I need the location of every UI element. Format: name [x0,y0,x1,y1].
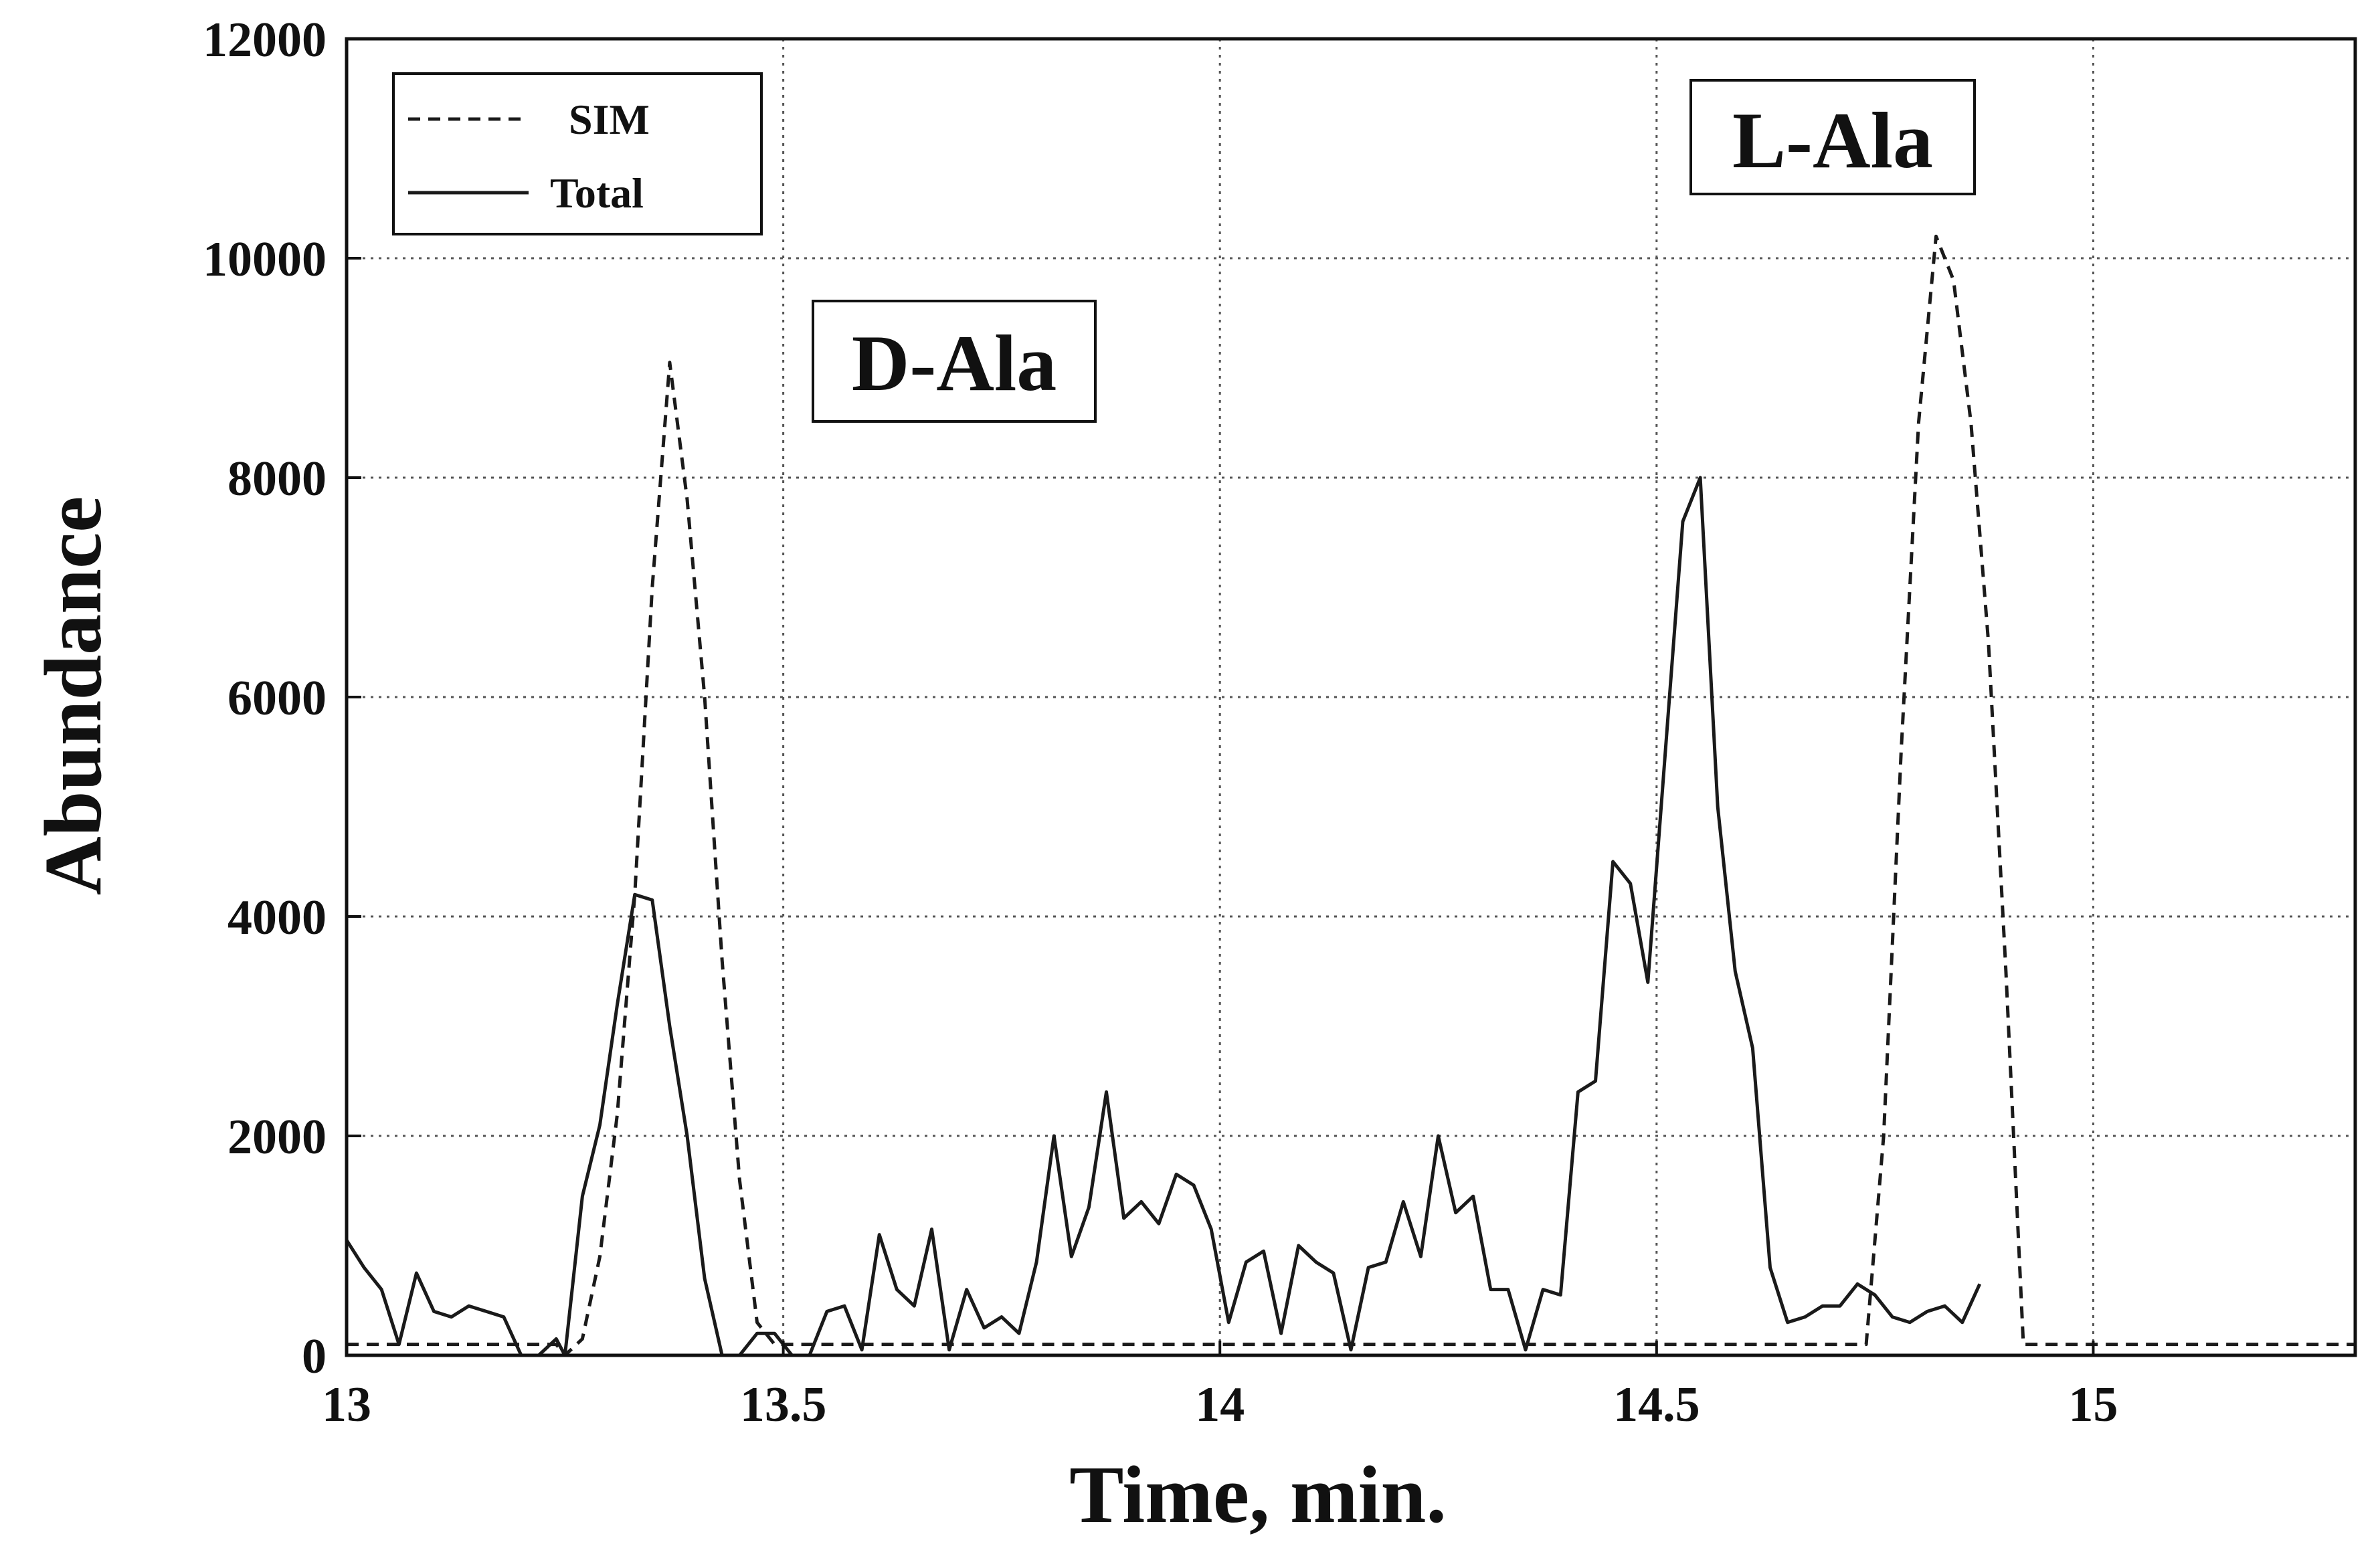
annotation-d-ala-label: D-Ala [852,318,1057,407]
y-tick-label: 4000 [227,890,327,945]
legend-box [392,72,763,235]
y-tick-label: 8000 [227,452,327,506]
grid-lines [347,39,2355,1355]
y-tick-label: 0 [302,1329,327,1384]
y-tick-label: 10000 [203,232,327,287]
x-tick-label: 14.5 [1613,1377,1700,1432]
y-axis-title: Abundance [28,496,118,896]
series-line-sim [347,234,2355,1355]
annotation-d-ala: D-Ala [812,300,1097,423]
legend: SIM Total [392,72,763,235]
x-axis-title: Time, min. [1069,1450,1447,1540]
x-tick-label: 14 [1195,1377,1245,1432]
axis-ticks: 13 13.5 14 14.5 15 0 2000 4000 6000 8000 10000 1200… [203,13,2118,1432]
y-tick-label: 6000 [227,671,327,726]
legend-label-sim: SIM [569,96,650,143]
annotation-l-ala: L-Ala [1689,79,1976,195]
x-tick-label: 13 [322,1377,371,1432]
y-tick-label: 2000 [227,1110,327,1165]
legend-label-total: Total [550,169,644,217]
series-layer [347,234,2355,1355]
annotation-l-ala-box [1689,79,1976,195]
y-tick-label: 12000 [203,13,327,68]
x-tick-label: 15 [2068,1377,2118,1432]
series-line-total [347,476,1982,1355]
annotation-d-ala-box [812,300,1097,423]
x-tick-label: 13.5 [740,1377,827,1432]
annotation-l-ala-label: L-Ala [1732,96,1933,185]
